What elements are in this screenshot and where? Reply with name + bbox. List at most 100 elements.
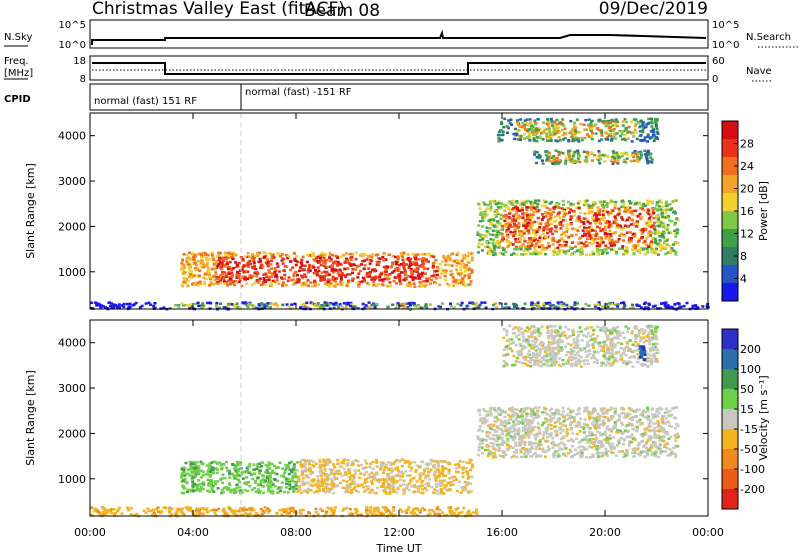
data-cell: [479, 417, 483, 420]
data-cell: [250, 257, 254, 260]
data-cell: [403, 271, 407, 275]
data-cell: [405, 277, 409, 281]
data-cell: [378, 257, 382, 260]
data-cell: [623, 452, 627, 455]
data-cell: [184, 281, 188, 284]
data-cell: [544, 226, 548, 230]
data-cell: [417, 276, 421, 280]
data-cell: [658, 307, 662, 310]
data-cell: [545, 228, 549, 231]
data-cell: [539, 222, 543, 225]
data-cell: [444, 474, 448, 477]
data-cell: [468, 458, 472, 462]
data-cell: [485, 213, 489, 217]
data-cell: [423, 285, 427, 288]
data-cell: [636, 240, 640, 244]
data-cell: [336, 282, 340, 286]
data-cell: [454, 470, 458, 474]
data-cell: [486, 203, 490, 207]
data-cell: [333, 262, 337, 265]
data-cell: [659, 247, 663, 251]
data-cell: [545, 159, 548, 162]
data-cell: [417, 258, 421, 261]
data-cell: [424, 259, 428, 263]
data-cell: [535, 156, 539, 159]
data-cell: [548, 302, 552, 306]
data-cell: [350, 461, 354, 464]
data-cell: [536, 216, 540, 220]
data-cell: [501, 225, 505, 228]
data-cell: [562, 203, 565, 207]
data-cell: [192, 465, 196, 469]
data-cell: [549, 230, 553, 233]
data-cell: [316, 302, 320, 305]
data-cell: [587, 154, 590, 158]
data-cell: [418, 285, 422, 288]
data-cell: [645, 243, 649, 247]
data-cell: [646, 408, 650, 411]
data-cell: [523, 302, 527, 305]
data-cell: [479, 233, 483, 236]
data-cell: [192, 467, 196, 470]
data-cell: [205, 258, 209, 261]
data-cell: [641, 130, 645, 134]
data-cell: [485, 208, 489, 211]
data-cell: [414, 268, 418, 272]
data-cell: [467, 275, 471, 278]
data-cell: [481, 234, 485, 238]
data-cell: [237, 274, 241, 277]
data-cell: [332, 261, 335, 264]
data-cell: [613, 421, 617, 424]
data-cell: [322, 472, 325, 475]
data-cell: [531, 201, 535, 204]
data-cell: [182, 263, 186, 267]
data-cell: [610, 238, 614, 242]
data-cell: [228, 275, 232, 279]
data-cell: [226, 282, 230, 286]
data-cell: [552, 207, 556, 211]
data-cell: [247, 481, 251, 484]
data-cell: [605, 251, 609, 255]
data-cell: [645, 211, 649, 214]
data-cell: [200, 482, 204, 485]
data-cell: [352, 263, 356, 267]
data-cell: [185, 260, 189, 263]
data-cell: [118, 306, 122, 309]
data-cell: [588, 125, 592, 128]
data-cell: [507, 432, 511, 435]
data-cell: [603, 234, 607, 237]
data-cell: [401, 258, 405, 261]
data-cell: [590, 134, 593, 138]
data-cell: [565, 223, 569, 226]
data-cell: [492, 238, 495, 242]
data-cell: [541, 204, 545, 207]
data-cell: [593, 303, 597, 307]
data-cell: [421, 491, 425, 495]
data-cell: [222, 257, 225, 261]
data-cell: [388, 475, 392, 478]
data-cell: [112, 306, 115, 309]
freq-unit: [MHz]: [4, 68, 33, 79]
data-cell: [595, 210, 599, 213]
data-cell: [588, 456, 592, 459]
data-cell: [674, 453, 678, 456]
data-cell: [666, 216, 670, 219]
data-cell: [515, 200, 519, 203]
data-cell: [256, 281, 260, 284]
data-cell: [311, 264, 315, 267]
data-cell: [553, 131, 557, 135]
data-cell: [377, 283, 381, 286]
data-cell: [516, 247, 520, 250]
data-cell: [335, 484, 339, 488]
data-cell: [295, 487, 299, 491]
data-cell: [281, 257, 285, 260]
data-cell: [488, 409, 492, 412]
data-cell: [489, 414, 493, 417]
data-cell: [357, 476, 361, 480]
data-cell: [604, 221, 608, 224]
data-cell: [236, 264, 239, 267]
data-cell: [572, 416, 576, 419]
data-cell: [582, 431, 586, 434]
data-cell: [302, 302, 306, 305]
data-cell: [265, 469, 269, 472]
